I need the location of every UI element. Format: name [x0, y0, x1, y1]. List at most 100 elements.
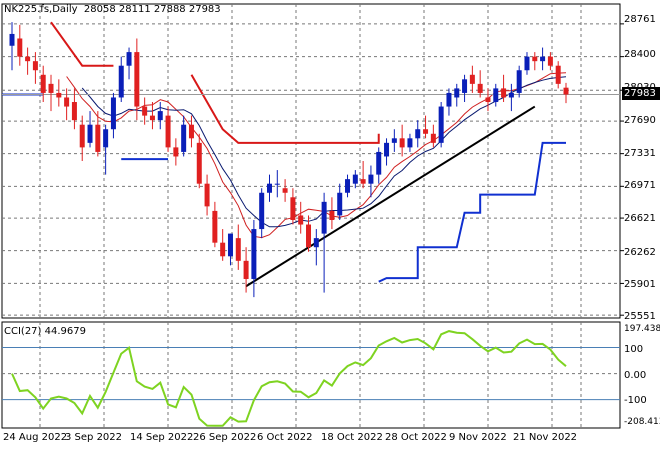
- candle-body: [243, 260, 249, 279]
- candle-body: [204, 183, 210, 207]
- candle-body: [306, 224, 312, 248]
- candle-body: [126, 52, 132, 66]
- candle-body: [345, 179, 351, 193]
- x-tick-label: 18 Oct 2022: [321, 432, 383, 443]
- candle-body: [438, 106, 444, 143]
- y-tick-label: 28761: [624, 14, 656, 25]
- cci-y-tick-label: 100: [624, 344, 644, 355]
- candle-body: [274, 183, 280, 185]
- cci-y-tick-label: 0.00: [624, 370, 647, 381]
- candle-body: [266, 183, 272, 193]
- cci-line: [11, 330, 567, 427]
- candle-body: [516, 70, 522, 93]
- candle-body: [173, 147, 179, 157]
- candle-body: [17, 38, 23, 57]
- candle-body: [56, 92, 62, 98]
- candle-body: [469, 74, 475, 84]
- candle-body: [227, 233, 233, 257]
- candle-body: [157, 111, 163, 121]
- candle-body: [32, 61, 38, 71]
- candle-body: [493, 88, 499, 103]
- candle-body: [384, 142, 390, 157]
- candle-body: [79, 124, 85, 148]
- candlestick-series: [9, 22, 569, 298]
- x-tick-label: 21 Nov 2022: [513, 432, 578, 443]
- candle-body: [298, 215, 304, 225]
- cci-panel: [11, 330, 567, 427]
- candle-body: [40, 74, 46, 93]
- candle-body: [508, 92, 514, 98]
- candle-body: [337, 192, 343, 216]
- candle-body: [485, 97, 491, 103]
- cci-y-tick-label: 197.4382: [624, 324, 660, 334]
- candle-body: [188, 124, 194, 139]
- candle-body: [149, 115, 155, 121]
- candle-body: [540, 56, 546, 62]
- candle-body: [352, 174, 358, 184]
- candle-body: [48, 83, 54, 93]
- candle-body: [235, 238, 241, 261]
- cci-header: CCI(27) 44.9679: [4, 326, 86, 337]
- y-tick-label: 25551: [624, 311, 656, 322]
- candle-body: [407, 138, 413, 148]
- trendline: [245, 105, 536, 288]
- candle-body: [462, 79, 468, 93]
- candle-body: [134, 52, 140, 107]
- candle-body: [282, 188, 288, 193]
- candle-body: [563, 87, 569, 95]
- candle-body: [446, 92, 452, 107]
- candle-body: [547, 56, 553, 66]
- candle-body: [423, 129, 429, 134]
- y-tick-label: 27331: [624, 148, 656, 159]
- candle-body: [524, 56, 530, 71]
- y-tick-label: 25901: [624, 279, 656, 290]
- candle-body: [220, 242, 226, 257]
- last-price-label: 27983: [622, 87, 660, 100]
- candle-body: [251, 229, 257, 279]
- candle-body: [368, 174, 374, 184]
- candle-body: [9, 33, 15, 46]
- candle-body: [555, 65, 561, 84]
- x-tick-label: 3 Sep 2022: [65, 432, 123, 443]
- candle-body: [103, 129, 109, 148]
- candle-body: [181, 124, 187, 152]
- candle-body: [415, 129, 421, 139]
- x-tick-label: 26 Sep 2022: [193, 432, 257, 443]
- candle-body: [532, 56, 538, 62]
- x-tick-label: 6 Oct 2022: [257, 432, 313, 443]
- main-chart-header: NK225.fs,Daily 28058 28111 27888 27983: [4, 4, 221, 15]
- candle-body: [376, 151, 382, 175]
- candle-body: [313, 238, 319, 248]
- candle-body: [290, 197, 296, 220]
- x-tick-label: 14 Sep 2022: [130, 432, 194, 443]
- candle-body: [477, 83, 483, 93]
- candle-body: [142, 106, 148, 116]
- resistance-stop-line: [50, 21, 380, 144]
- y-tick-label: 27690: [624, 115, 656, 126]
- candle-body: [501, 88, 507, 98]
- y-tick-label: 26621: [624, 213, 656, 224]
- candle-body: [329, 210, 335, 220]
- price-panel-frame: [1, 3, 621, 319]
- candle-body: [64, 97, 70, 107]
- candle-body: [71, 102, 77, 121]
- fast-ma-line: [66, 72, 567, 239]
- candle-body: [87, 124, 93, 143]
- candle-body: [259, 192, 265, 230]
- candle-body: [454, 88, 460, 98]
- candle-body: [430, 133, 436, 143]
- candle-body: [391, 138, 397, 143]
- cci-y-tick-label: -100: [624, 395, 647, 406]
- cci-y-tick-label: -208.4136: [624, 417, 660, 427]
- x-tick-label: 9 Nov 2022: [449, 432, 507, 443]
- y-tick-label: 28400: [624, 49, 656, 60]
- candle-body: [95, 124, 101, 152]
- candle-body: [360, 179, 366, 184]
- candle-body: [110, 97, 116, 130]
- cci-panel-frame: [1, 321, 621, 429]
- x-tick-label: 28 Oct 2022: [385, 432, 447, 443]
- candle-body: [25, 56, 31, 62]
- y-tick-label: 26262: [624, 247, 656, 258]
- x-tick-label: 24 Aug 2022: [3, 432, 68, 443]
